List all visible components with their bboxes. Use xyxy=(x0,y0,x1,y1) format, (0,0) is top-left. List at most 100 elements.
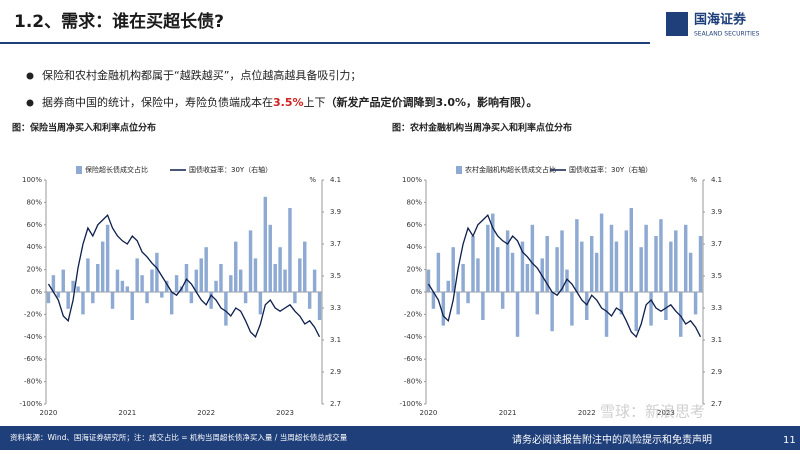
footer-disclaimer: 请务必阅读报告附注中的风险提示和免责声明 xyxy=(512,433,712,446)
x-tick-label: 2022 xyxy=(197,409,215,417)
bar xyxy=(248,230,253,292)
y2-tick-label: 3.9 xyxy=(330,208,341,216)
bar xyxy=(96,264,100,292)
bar xyxy=(565,269,569,292)
y-tick-label: 60% xyxy=(406,221,422,229)
bar xyxy=(204,247,208,292)
bar xyxy=(61,269,65,292)
logo-en: SEALAND SECURITIES xyxy=(694,31,760,38)
chart-title: 图：农村金融机构当周净买入和利率点位分布 xyxy=(392,122,572,134)
y-tick-label: 80% xyxy=(406,198,422,206)
y-tick-label: 40% xyxy=(406,243,422,251)
bar xyxy=(307,292,312,309)
x-tick-label: 2022 xyxy=(578,409,596,417)
bar xyxy=(525,264,530,292)
bar xyxy=(135,258,139,292)
legend-label: 国债收益率：30Y（右轴） xyxy=(189,165,272,174)
y2-tick-label: 4.1 xyxy=(711,176,722,184)
bar xyxy=(560,230,564,292)
bar xyxy=(446,280,450,292)
bar xyxy=(683,224,688,292)
bar xyxy=(71,280,75,292)
y-tick-label: 0% xyxy=(411,288,422,296)
bar xyxy=(303,241,307,292)
bar xyxy=(659,219,663,292)
bar xyxy=(56,292,61,298)
bar xyxy=(51,275,56,292)
bullet-part: 据券商中国的统计，保险中，寿险负债端成本在 xyxy=(42,95,273,109)
bullet-bold: （新发产品定价调降到3.0%，影响有限）。 xyxy=(326,95,538,109)
logo-text: 国海证券 xyxy=(694,12,747,28)
y-tick-label: -80% xyxy=(24,378,42,386)
bar xyxy=(243,292,248,304)
bar xyxy=(293,292,297,304)
bullet-text: 保险和农村金融机构都属于“越跌越买”，点位越高越具备吸引力； xyxy=(42,68,361,82)
bar xyxy=(599,213,604,292)
bar xyxy=(431,292,436,309)
bar xyxy=(160,292,164,298)
bar xyxy=(145,292,149,304)
y-tick-label: -20% xyxy=(404,310,422,318)
bar xyxy=(624,230,629,292)
bullet-dot xyxy=(26,99,34,107)
bar xyxy=(585,292,589,320)
bar xyxy=(283,269,287,292)
y2-tick-label: 4.1 xyxy=(330,176,341,184)
bar xyxy=(649,292,653,326)
x-tick-label: 2023 xyxy=(276,409,294,417)
bar xyxy=(120,280,125,292)
bar xyxy=(594,252,599,292)
bar xyxy=(555,247,559,292)
bar xyxy=(461,264,465,292)
bar xyxy=(46,292,51,304)
slide-title: 1.2、需求：谁在买超长债? xyxy=(14,11,224,32)
bar xyxy=(604,292,609,337)
y2-tick-label: 3.9 xyxy=(711,208,722,216)
x-tick-label: 2020 xyxy=(40,409,58,417)
bar xyxy=(510,252,515,292)
y2-tick-label: 2.9 xyxy=(330,368,341,376)
bullet-text: 据券商中国的统计，保险中，寿险负债端成本在3.5%上下（新发产品定价调降到3.0… xyxy=(42,95,538,109)
y2-tick-label: 2.9 xyxy=(711,368,722,376)
x-tick-label: 2021 xyxy=(499,409,517,417)
y-tick-label: -60% xyxy=(404,355,422,363)
bar xyxy=(199,258,203,292)
bar xyxy=(66,292,70,309)
legend-swatch xyxy=(456,166,462,174)
bar xyxy=(91,292,95,304)
bar xyxy=(486,224,490,292)
y-tick-label: -40% xyxy=(24,333,42,341)
bar xyxy=(125,286,130,292)
footer-source: 资料来源：Wind、国海证券研究所；注：成交占比 = 机构当周超长债净买入量 /… xyxy=(10,432,348,442)
bar xyxy=(263,196,268,292)
bar xyxy=(229,275,233,292)
bar xyxy=(693,292,698,315)
x-tick-label: 2020 xyxy=(420,409,438,417)
bullet-part: 上下 xyxy=(304,96,326,109)
bar xyxy=(530,224,535,292)
bar xyxy=(614,241,619,292)
bar xyxy=(150,269,154,292)
bullet-dot xyxy=(26,72,34,80)
y2-unit: % xyxy=(309,176,316,184)
bar xyxy=(436,252,441,292)
bar xyxy=(115,269,120,292)
line xyxy=(47,214,321,338)
bar xyxy=(278,247,282,292)
bar xyxy=(500,292,505,309)
bar xyxy=(224,292,228,326)
y-tick-label: -100% xyxy=(399,400,422,408)
bar xyxy=(110,292,115,309)
bar xyxy=(209,292,213,309)
bar xyxy=(268,224,272,292)
bar xyxy=(520,241,525,292)
bar xyxy=(184,264,189,292)
bar xyxy=(575,219,579,292)
bar xyxy=(619,292,624,315)
watermark: 雪球：新浪思考 xyxy=(600,403,705,421)
bullet-highlight: 3.5% xyxy=(273,96,304,109)
bar xyxy=(317,292,322,320)
x-tick-label: 2023 xyxy=(657,409,675,417)
legend-label: 保险超长债成交占比 xyxy=(85,165,148,174)
